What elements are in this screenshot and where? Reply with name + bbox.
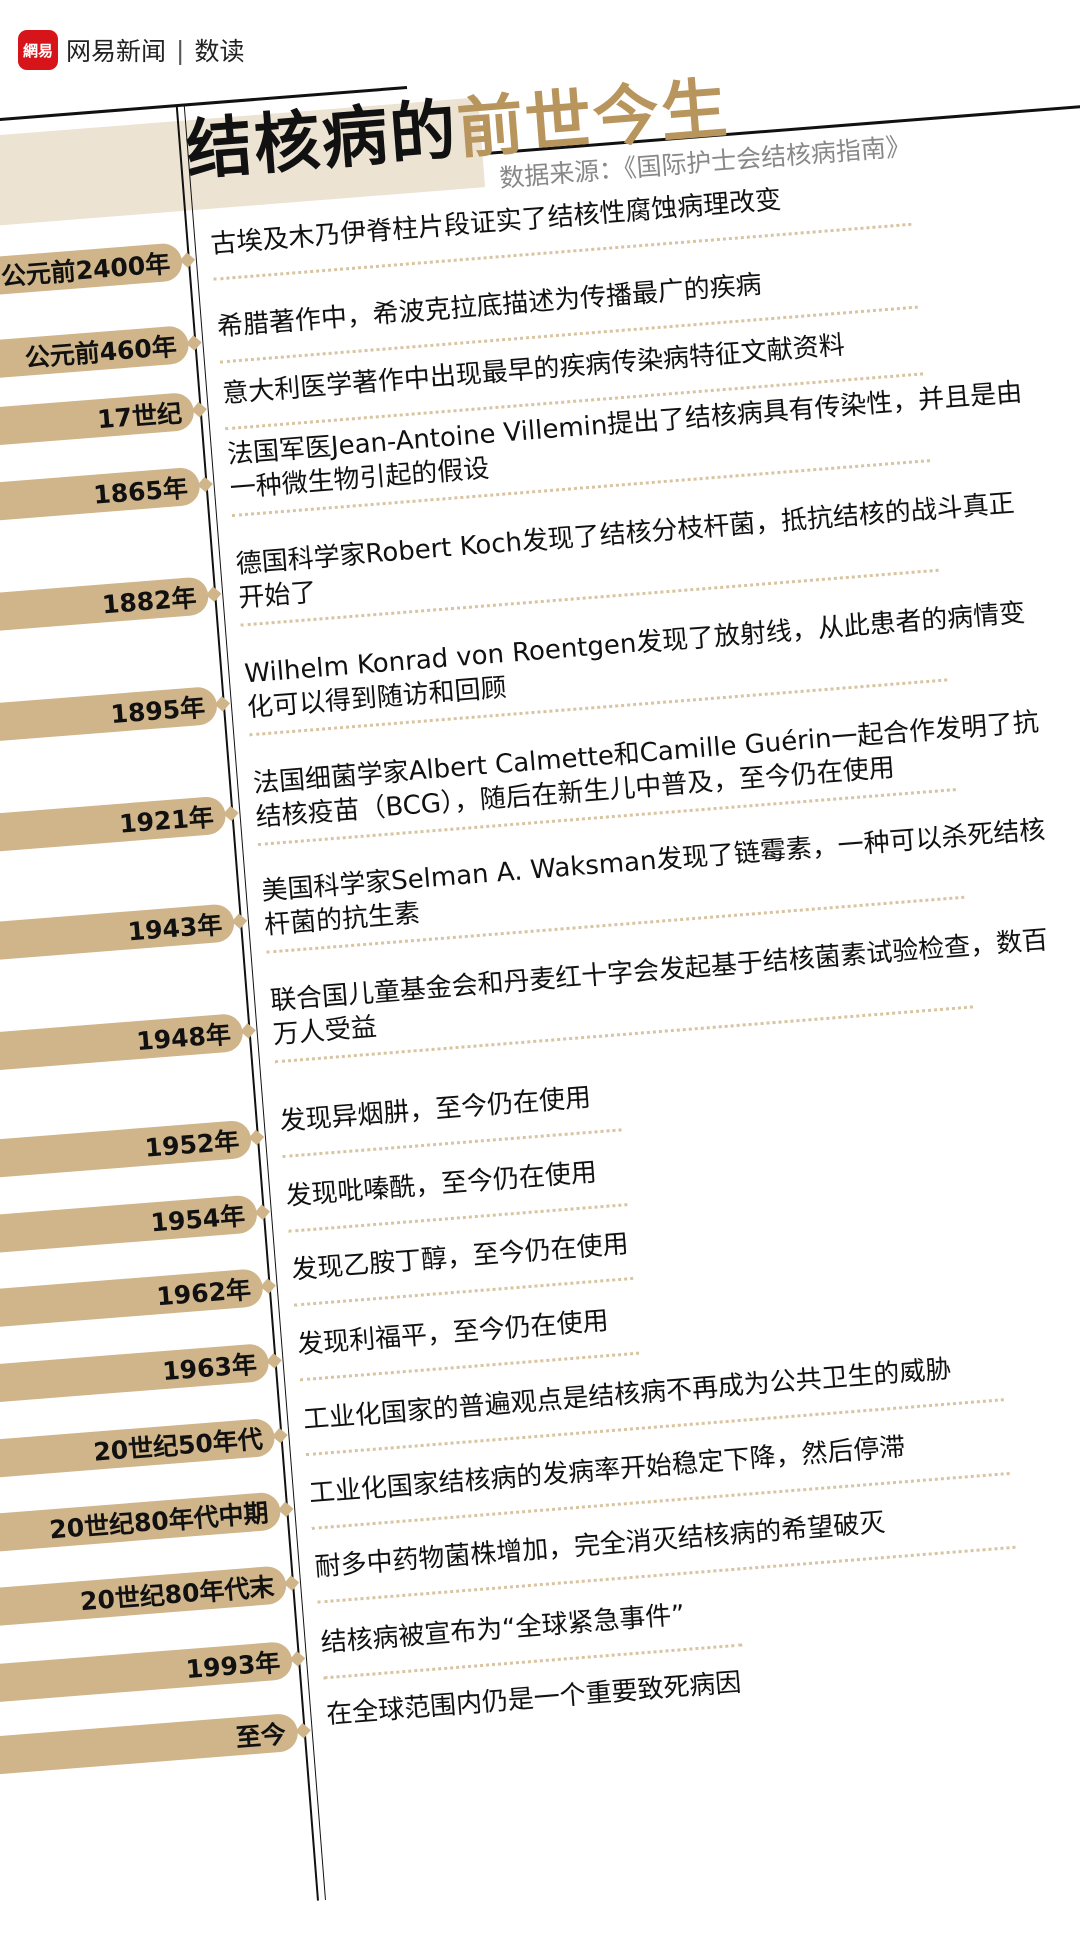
diamond-marker-icon: [266, 1353, 282, 1369]
timeline-row: 1895年 Wilhelm Konrad von Roentgen发现了放射线，从…: [0, 598, 1080, 763]
event-text: 发现利福平，至今仍在使用: [296, 1306, 610, 1361]
date-label: 公元前2400年: [0, 242, 184, 320]
diamond-marker-icon: [289, 1651, 306, 1667]
diamond-marker-icon: [272, 1427, 288, 1444]
brand-logo: 網易 网易新闻 | 数读: [18, 30, 244, 70]
date-label: 公元前460年: [0, 324, 190, 403]
brand-separator: |: [176, 35, 185, 65]
date-label: 1952年: [0, 1119, 253, 1197]
diamond-marker-icon: [179, 252, 196, 268]
date-label: 1954年: [0, 1194, 259, 1272]
title-black: 结核病的: [183, 91, 461, 190]
diamond-marker-icon: [205, 586, 222, 602]
date-label: 1895年: [0, 685, 219, 763]
diamond-marker-icon: [295, 1722, 311, 1739]
timeline-row: 1952年 发现异烟肼，至今仍在使用: [0, 1044, 1080, 1197]
date-label: 1993年: [0, 1640, 294, 1719]
date-label: 1865年: [0, 466, 202, 544]
date-label: 17世纪: [0, 391, 196, 469]
date-label: 至今: [0, 1712, 300, 1790]
brand-name: 网易新闻: [66, 37, 167, 66]
date-label: 1882年: [0, 576, 210, 654]
event-text: 发现吡嗪酰，至今仍在使用: [284, 1157, 598, 1212]
timeline-row: 1882年 德国科学家Robert Koch发现了结核分枝杆菌，抵抗结核的战斗真正…: [0, 489, 1080, 654]
date-label: 1943年: [0, 903, 236, 981]
date-label: 1948年: [0, 1012, 245, 1090]
diamond-marker-icon: [231, 913, 248, 929]
diamond-marker-icon: [197, 476, 213, 493]
diamond-marker-icon: [191, 402, 207, 418]
date-label: 20世纪80年代中期: [0, 1491, 282, 1569]
diamond-marker-icon: [223, 805, 239, 822]
date-label: 20世纪50年代: [0, 1417, 276, 1495]
timeline-row: 1948年 联合国儿童基金会和丹麦红十字会发起基于结核菌素试验检查，数百万人受益: [0, 925, 1080, 1090]
diamond-marker-icon: [283, 1575, 300, 1591]
diamond-marker-icon: [277, 1501, 294, 1518]
netease-logo-icon: 網易: [18, 30, 58, 70]
event-text: 发现乙胺丁醇，至今仍在使用: [290, 1229, 630, 1286]
infographic: 结核病的前世今生 数据来源：《国际护士会结核病指南》 公元前2400年 古埃及木乃…: [0, 70, 1080, 1901]
event-text: 美国科学家Selman A. Waksman发现了链霉素，一种可以杀死结核杆菌的…: [260, 815, 1047, 941]
date-label: 1963年: [0, 1342, 271, 1420]
diamond-marker-icon: [214, 696, 231, 712]
diamond-marker-icon: [240, 1023, 256, 1039]
diamond-marker-icon: [248, 1129, 265, 1146]
event-text: 发现异烟肼，至今仍在使用: [278, 1082, 593, 1138]
diamond-marker-icon: [260, 1278, 276, 1294]
diamond-marker-icon: [186, 335, 202, 351]
diamond-marker-icon: [254, 1204, 271, 1221]
timeline-row: 1921年 法国细菌学家Albert Calmette和Camille Guéri…: [0, 707, 1080, 873]
timeline-row: 1943年 美国科学家Selman A. Waksman发现了链霉素，一种可以杀死…: [0, 815, 1080, 981]
date-label: 1921年: [0, 795, 227, 873]
brand-section: 数读: [194, 37, 245, 66]
date-label: 20世纪80年代末: [0, 1565, 288, 1643]
date-label: 1962年: [0, 1268, 265, 1346]
